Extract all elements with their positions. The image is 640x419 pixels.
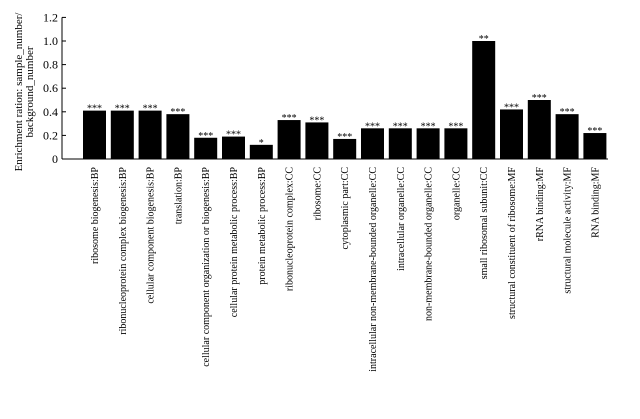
y-axis-label: Enrichment ration: sample_number/backgro…: [13, 12, 36, 172]
x-tick-label: protein metabolic process:BP: [257, 167, 268, 285]
x-tick-label: structural constituent of ribosome:MF: [507, 167, 518, 319]
significance-label: ***: [226, 130, 241, 141]
x-tick-label: translation:BP: [173, 167, 184, 225]
significance-label: ***: [198, 131, 213, 142]
bar: [222, 136, 245, 159]
significance-label: ***: [421, 121, 436, 132]
significance-label: **: [479, 34, 489, 45]
bar: [305, 122, 329, 159]
bar: [444, 128, 468, 159]
y-tick-label: 0: [52, 152, 58, 166]
significance-label: ***: [532, 93, 547, 104]
bar: [527, 100, 551, 159]
x-tick-labels: ribosome biogenesis:BP ribonucleoprotein …: [90, 167, 601, 372]
y-axis-label-line: background_number: [24, 46, 36, 137]
y-tick-label: 1.0: [43, 34, 58, 48]
x-tick-label: structural molecule activity:MF: [563, 167, 574, 294]
bar: [83, 110, 106, 159]
y-tick-label: 1.2: [43, 10, 58, 24]
x-tick-label: ribosome:CC: [312, 167, 323, 221]
bar: [361, 128, 384, 159]
x-tick-label: ribosome biogenesis:BP: [90, 167, 101, 264]
y-tick-label: 0.2: [43, 128, 58, 142]
x-tick-label: cellular component biogenesis:BP: [146, 167, 157, 304]
significance-label: ***: [337, 132, 352, 143]
x-tick-label: intracellular organelle:CC: [396, 167, 407, 271]
bar: [500, 109, 523, 159]
x-tick-label: RNA binding:MF: [590, 167, 601, 238]
bar: [388, 128, 412, 159]
x-tick-label: rRNA binding:MF: [535, 167, 546, 242]
x-tick-label: intracellular non-membrane-bounded organ…: [368, 167, 379, 372]
y-axis-label-line: Enrichment ration: sample_number/: [13, 12, 25, 172]
x-tick-label: cellular protein metabolic process:BP: [229, 167, 240, 318]
y-tick-label: 0.4: [43, 105, 58, 119]
significance-label: ***: [282, 113, 297, 124]
x-tick-label: ribonucleoprotein complex:CC: [285, 167, 296, 291]
x-tick-label: small ribosomal subunit:CC: [479, 167, 490, 280]
significance-label: ***: [170, 107, 185, 118]
bar: [472, 41, 496, 159]
significance-label: ***: [587, 126, 602, 137]
significance-label: ***: [309, 115, 324, 126]
bar: [555, 114, 579, 159]
bar: [194, 137, 218, 159]
x-tick-label: cytoplasmic part:CC: [340, 167, 351, 250]
significance-label: ***: [560, 107, 575, 118]
x-tick-label: ribonucleoprotein complex biogenesis:BP: [118, 167, 129, 335]
bars: *** *** *** ****** ******* ********* *** *** ***…: [83, 34, 607, 159]
bar: [583, 133, 607, 159]
significance-label: ***: [393, 121, 408, 132]
x-tick-label: cellular component organization or bioge…: [201, 167, 212, 367]
significance-label: *: [259, 138, 264, 149]
significance-label: ***: [115, 104, 130, 115]
significance-label: ***: [143, 104, 158, 115]
significance-label: ***: [504, 102, 519, 113]
bar: [333, 138, 357, 159]
y-tick-label: 0.8: [43, 58, 58, 72]
y-tick-label: 0.6: [43, 81, 58, 95]
bar: [277, 120, 301, 159]
x-tick-label: non-membrane-bounded organelle:CC: [424, 167, 435, 321]
bar: [110, 110, 134, 159]
bar: [138, 110, 162, 159]
x-tick-label: organelle:CC: [451, 167, 462, 220]
bar: [249, 144, 273, 159]
significance-label: ***: [87, 104, 102, 115]
significance-label: ***: [365, 121, 380, 132]
significance-label: ***: [448, 121, 463, 132]
bar: [166, 114, 190, 159]
bar: [416, 128, 440, 159]
